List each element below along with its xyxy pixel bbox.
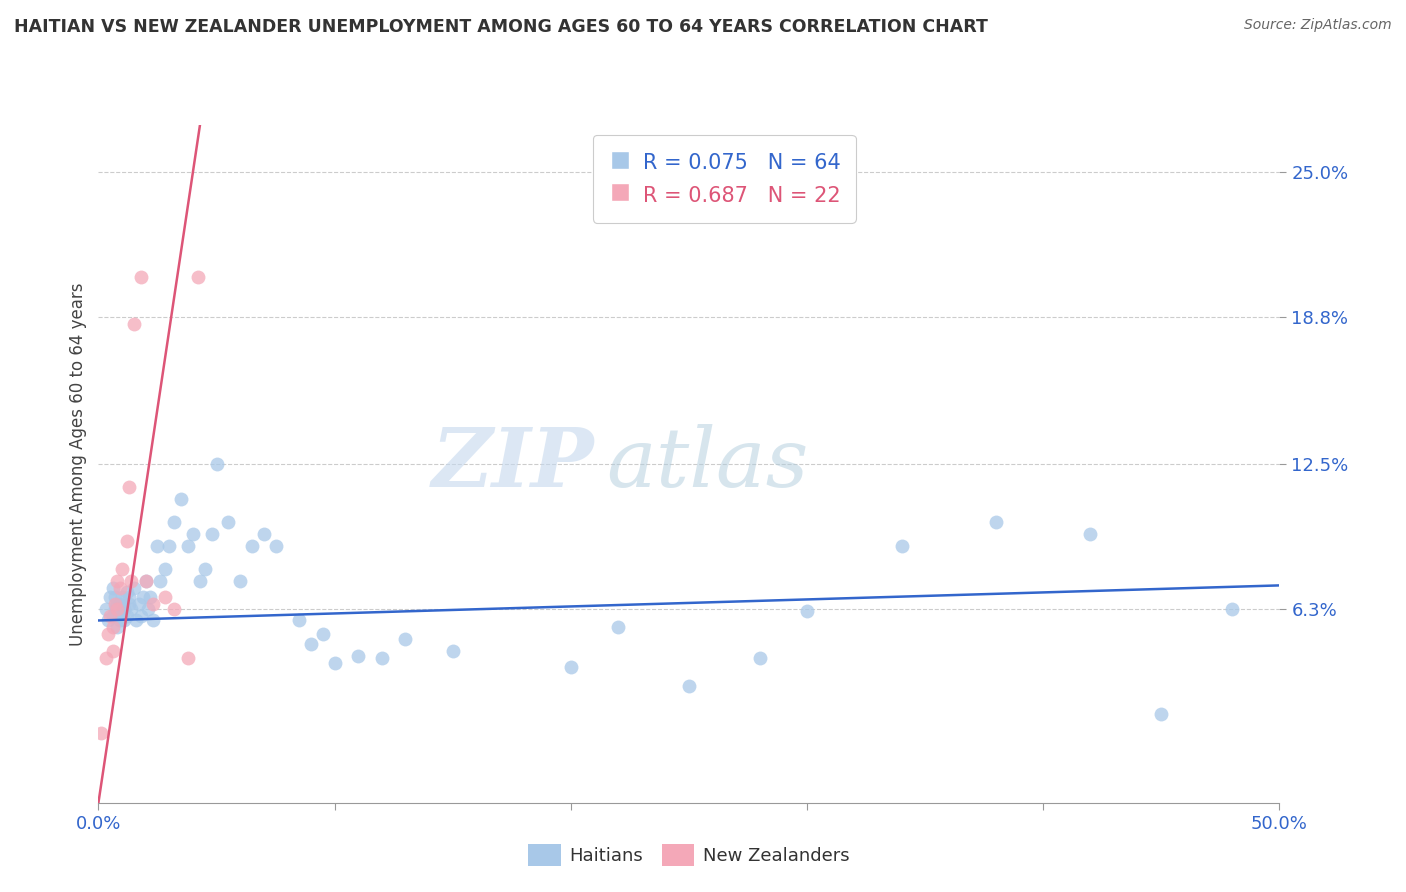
Point bbox=[118, 590, 141, 604]
Point bbox=[101, 608, 124, 623]
Point bbox=[441, 644, 464, 658]
Point bbox=[188, 574, 211, 588]
Point bbox=[890, 539, 912, 553]
Point bbox=[240, 539, 263, 553]
Point bbox=[177, 539, 200, 553]
Point bbox=[217, 516, 239, 530]
Point bbox=[104, 601, 127, 615]
Point bbox=[142, 597, 165, 611]
Point bbox=[1080, 527, 1102, 541]
Point bbox=[394, 632, 416, 647]
Point bbox=[205, 457, 228, 471]
Point bbox=[312, 627, 335, 641]
Point bbox=[187, 269, 209, 284]
Point bbox=[157, 539, 180, 553]
Point bbox=[135, 574, 157, 588]
Point bbox=[201, 527, 224, 541]
Point bbox=[1150, 706, 1173, 721]
Point bbox=[1220, 601, 1243, 615]
Point bbox=[181, 527, 204, 541]
Point bbox=[122, 581, 145, 595]
Point bbox=[170, 491, 193, 506]
Point bbox=[98, 608, 121, 623]
Point bbox=[288, 614, 311, 628]
Point bbox=[90, 725, 112, 739]
Point bbox=[229, 574, 252, 588]
Point bbox=[142, 614, 165, 628]
Point bbox=[101, 644, 124, 658]
Point bbox=[128, 597, 150, 611]
Point bbox=[118, 480, 141, 494]
Point bbox=[94, 601, 117, 615]
Point bbox=[323, 656, 346, 670]
Point bbox=[153, 562, 176, 576]
Text: ZIP: ZIP bbox=[432, 424, 595, 504]
Point bbox=[98, 590, 121, 604]
Point bbox=[108, 597, 131, 611]
Point bbox=[129, 269, 152, 284]
Point bbox=[136, 601, 159, 615]
Point bbox=[101, 581, 124, 595]
Point bbox=[121, 574, 143, 588]
Point bbox=[796, 604, 818, 618]
Point bbox=[101, 620, 124, 634]
Point bbox=[125, 614, 148, 628]
Point bbox=[97, 614, 120, 628]
Point bbox=[115, 608, 138, 623]
Point bbox=[748, 651, 770, 665]
Point bbox=[111, 562, 134, 576]
Point bbox=[132, 590, 155, 604]
Point bbox=[607, 620, 630, 634]
Point bbox=[135, 574, 157, 588]
Point bbox=[104, 590, 127, 604]
Point bbox=[97, 627, 120, 641]
Point bbox=[112, 601, 135, 615]
Point bbox=[371, 651, 394, 665]
Point bbox=[139, 590, 162, 604]
Point bbox=[105, 574, 128, 588]
Point bbox=[105, 601, 128, 615]
Point bbox=[194, 562, 217, 576]
Point bbox=[163, 601, 186, 615]
Text: HAITIAN VS NEW ZEALANDER UNEMPLOYMENT AMONG AGES 60 TO 64 YEARS CORRELATION CHAR: HAITIAN VS NEW ZEALANDER UNEMPLOYMENT AM… bbox=[14, 18, 988, 36]
Point bbox=[347, 648, 370, 663]
Point bbox=[299, 637, 322, 651]
Point bbox=[560, 660, 582, 674]
Point bbox=[104, 597, 127, 611]
Point bbox=[153, 590, 176, 604]
Point bbox=[105, 597, 128, 611]
Point bbox=[253, 527, 276, 541]
Point bbox=[111, 608, 134, 623]
Legend: Haitians, New Zealanders: Haitians, New Zealanders bbox=[519, 835, 859, 875]
Text: atlas: atlas bbox=[606, 424, 808, 504]
Point bbox=[115, 533, 138, 548]
Y-axis label: Unemployment Among Ages 60 to 64 years: Unemployment Among Ages 60 to 64 years bbox=[69, 282, 87, 646]
Point bbox=[105, 620, 128, 634]
Point bbox=[112, 614, 135, 628]
Point bbox=[984, 516, 1007, 530]
Point bbox=[111, 590, 134, 604]
Point bbox=[177, 651, 200, 665]
Point bbox=[678, 679, 700, 693]
Point bbox=[264, 539, 287, 553]
Point bbox=[121, 601, 143, 615]
Point bbox=[108, 581, 131, 595]
Point bbox=[108, 614, 131, 628]
Point bbox=[122, 317, 145, 331]
Point bbox=[118, 597, 141, 611]
Text: Source: ZipAtlas.com: Source: ZipAtlas.com bbox=[1244, 18, 1392, 32]
Point bbox=[115, 585, 138, 599]
Point bbox=[94, 651, 117, 665]
Point bbox=[129, 608, 152, 623]
Point bbox=[146, 539, 169, 553]
Point bbox=[163, 516, 186, 530]
Point bbox=[149, 574, 172, 588]
